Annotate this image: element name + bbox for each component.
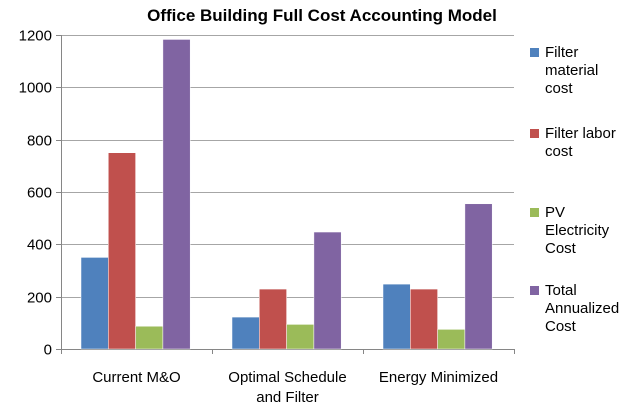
legend-label-line: Annualized: [545, 300, 620, 317]
y-tick-label: 400: [27, 237, 52, 254]
bar-pv-electricity-cost: [135, 325, 164, 350]
legend-swatch: [530, 48, 539, 57]
legend-label-line: cost: [545, 80, 573, 97]
legend-label-line: Filter: [545, 44, 579, 61]
bar-pv-electricity-cost: [286, 324, 315, 350]
x-tick-label: Energy Minimized: [379, 369, 498, 386]
legend-label-line: Cost: [545, 318, 576, 335]
legend-label-line: material: [545, 62, 599, 79]
y-tick-label: 1000: [19, 80, 52, 97]
bar-filter-material-cost: [80, 257, 109, 350]
legend-label-line: PV: [545, 204, 566, 221]
x-tick-label: Current M&O: [92, 369, 180, 386]
bar-filter-labor-cost: [410, 288, 438, 350]
bar-filter-material-cost: [382, 283, 411, 350]
legend-label: PV Electricity Cost: [545, 204, 644, 258]
legend-label: Filter material cost: [545, 44, 644, 98]
legend-swatch: [530, 208, 539, 217]
bar-total-annualized-cost: [162, 39, 191, 350]
bar-filter-labor-cost: [259, 288, 287, 350]
bar-total-annualized-cost: [464, 203, 493, 350]
legend-label: Total Annualized Cost: [545, 282, 644, 336]
legend-swatch: [530, 286, 539, 295]
x-tick-label: and Filter: [256, 389, 319, 406]
legend-label: Filter labor cost: [545, 125, 644, 161]
y-tick-label: 800: [27, 133, 52, 150]
legend-label-line: Cost: [545, 240, 576, 257]
legend-label-line: Total: [545, 282, 577, 299]
y-tick-label: 200: [27, 290, 52, 307]
y-tick-label: 1200: [19, 28, 52, 45]
chart-title: Office Building Full Cost Accounting Mod…: [147, 6, 497, 25]
legend-swatch: [530, 129, 539, 138]
legend-label-line: Electricity: [545, 222, 610, 239]
y-tick-label: 0: [44, 342, 52, 359]
x-tick-label: Optimal Schedule: [228, 369, 346, 386]
bar-pv-electricity-cost: [437, 329, 466, 350]
bar-total-annualized-cost: [313, 231, 342, 350]
legend-label-line: cost: [545, 143, 573, 160]
bar-filter-labor-cost: [108, 152, 136, 350]
legend-label-line: Filter labor: [545, 125, 616, 142]
bar-filter-material-cost: [231, 316, 260, 350]
y-tick-label: 600: [27, 185, 52, 202]
